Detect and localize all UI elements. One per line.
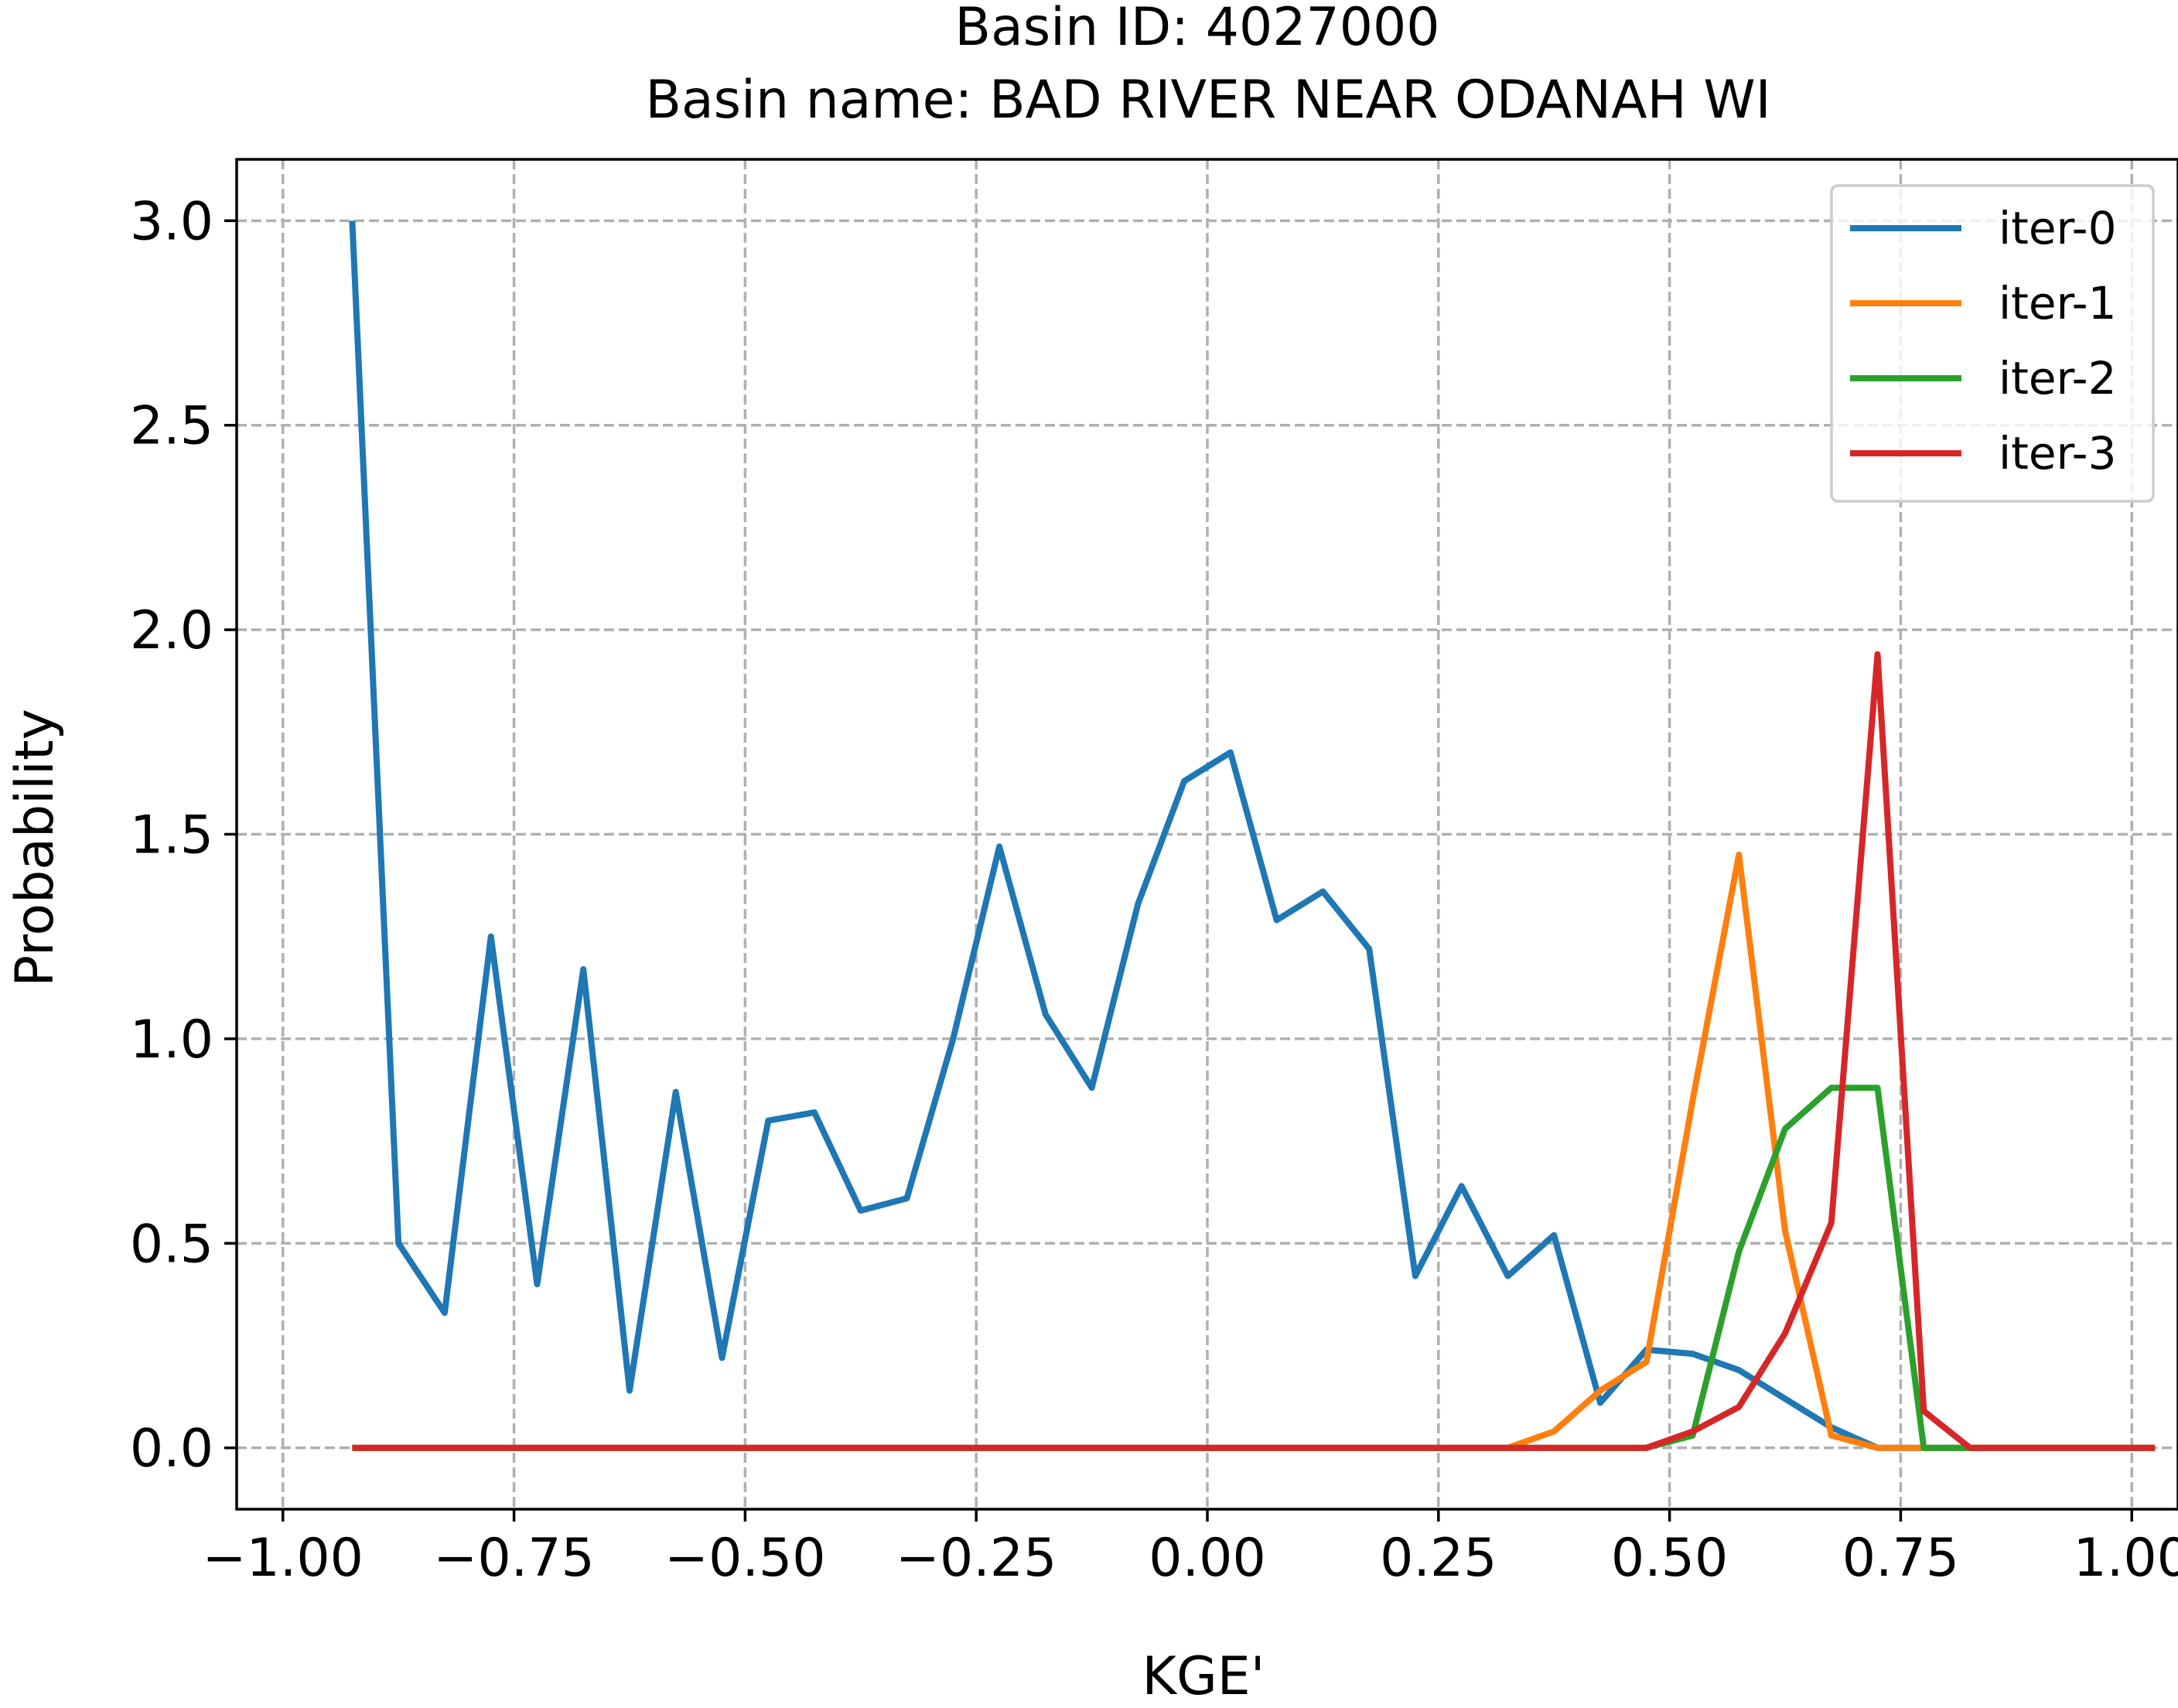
y-tick-label: 1.0 xyxy=(130,1009,213,1071)
axis-ticks: −1.00 −0.75 −0.50 −0.25 0.00 0.25 0.50 0.75 1.00… xyxy=(130,191,2178,1589)
y-tick-label: 0.5 xyxy=(130,1214,213,1275)
plot-area xyxy=(349,220,2156,1451)
x-tick-label: −0.25 xyxy=(896,1528,1057,1589)
x-tick-label: 1.00 xyxy=(2074,1528,2178,1589)
y-tick-label: 1.5 xyxy=(130,805,213,866)
x-tick-label: 0.50 xyxy=(1611,1528,1728,1589)
legend: iter-0 iter-1 iter-2 iter-3 xyxy=(1830,184,2155,503)
x-tick-label: −0.50 xyxy=(664,1528,825,1589)
x-tick-label: −0.75 xyxy=(433,1528,594,1589)
x-tick-label: 0.75 xyxy=(1842,1528,1959,1589)
series-line-iter-2 xyxy=(352,1085,2156,1451)
legend-label-iter-3: iter-3 xyxy=(1999,427,2117,480)
chart-title: Basin ID: 4027000 xyxy=(954,0,1439,58)
x-tick-label: 0.25 xyxy=(1380,1528,1497,1589)
x-tick-label: 0.00 xyxy=(1149,1528,1265,1589)
x-axis-label: KGE' xyxy=(1142,1646,1265,1707)
y-tick-label: 0.0 xyxy=(130,1419,213,1480)
chart-subtitle: Basin name: BAD RIVER NEAR ODANAH WI xyxy=(645,70,1770,131)
y-axis-label: Probability xyxy=(5,709,66,986)
y-tick-label: 2.0 xyxy=(130,600,213,661)
legend-label-iter-2: iter-2 xyxy=(1999,352,2117,405)
legend-box xyxy=(1830,184,2155,503)
y-tick-label: 2.5 xyxy=(130,396,213,457)
legend-label-iter-0: iter-0 xyxy=(1999,202,2117,254)
series-line-iter-0 xyxy=(349,220,2156,1451)
series-line-iter-3 xyxy=(352,651,2156,1451)
y-tick-label: 3.0 xyxy=(130,191,213,252)
x-tick-label: −1.00 xyxy=(203,1528,364,1589)
legend-label-iter-1: iter-1 xyxy=(1999,277,2117,330)
